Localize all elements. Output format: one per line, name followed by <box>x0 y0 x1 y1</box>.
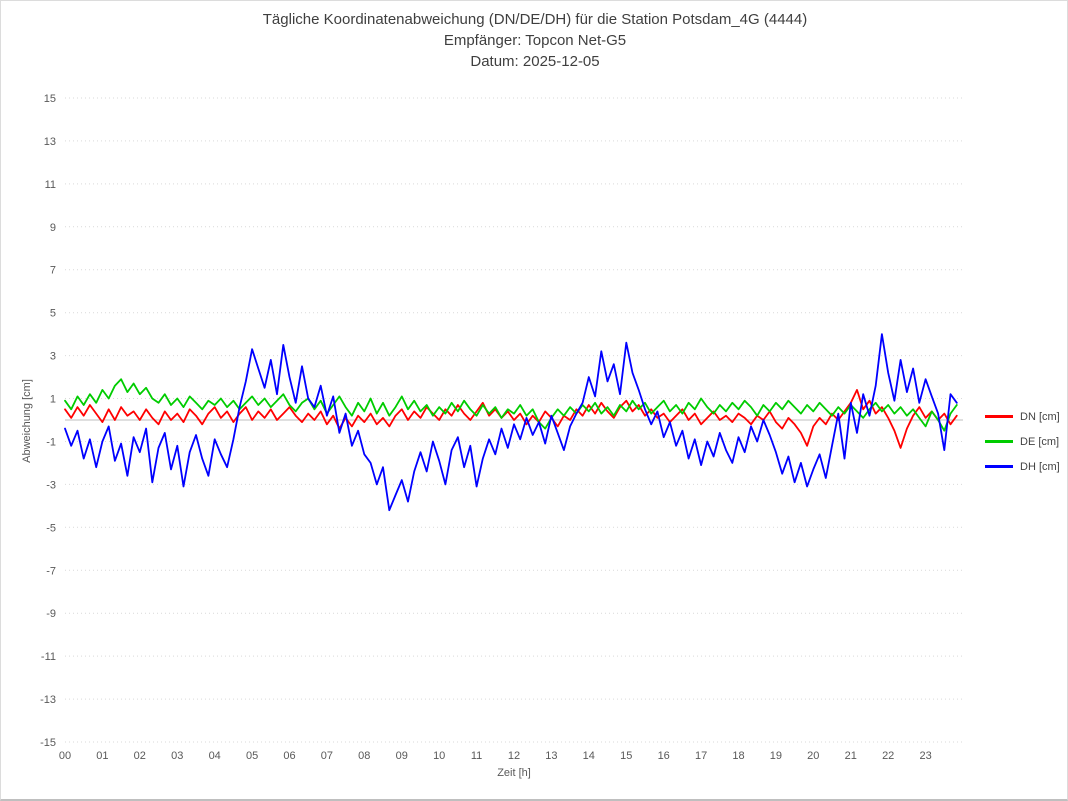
x-tick-label: 19 <box>770 750 782 762</box>
x-tick-label: 21 <box>845 750 857 762</box>
legend-line-sample-dn <box>985 415 1013 418</box>
series-line-dn <box>64 388 958 449</box>
y-tick-label: 7 <box>50 265 56 277</box>
series-line-de <box>64 378 958 432</box>
x-tick-label: 09 <box>396 750 408 762</box>
legend-label-dh: DH [cm] <box>1020 460 1060 473</box>
y-tick-label: 3 <box>50 351 56 363</box>
y-tick-label: -15 <box>40 737 56 749</box>
legend-label-dn: DN [cm] <box>1020 410 1060 423</box>
legend-item-dn: DN [cm] <box>985 404 1060 429</box>
x-tick-label: 15 <box>620 750 632 762</box>
x-tick-label: 17 <box>695 750 707 762</box>
x-tick-label: 03 <box>171 750 183 762</box>
y-tick-label: 1 <box>50 394 56 406</box>
y-tick-label: -3 <box>46 479 56 491</box>
x-tick-label: 16 <box>658 750 670 762</box>
series-line-dh <box>64 333 958 512</box>
y-axis-title: Abweichung [cm] <box>21 379 33 463</box>
y-tick-label: -9 <box>46 608 56 620</box>
legend-item-dh: DH [cm] <box>985 454 1060 479</box>
legend-line-sample-de <box>985 440 1013 443</box>
x-tick-label: 11 <box>471 750 482 762</box>
x-tick-label: 22 <box>882 750 894 762</box>
x-tick-label: 07 <box>321 750 333 762</box>
y-tick-label: 15 <box>44 93 56 105</box>
y-tick-label: 13 <box>44 136 56 148</box>
y-tick-label: -11 <box>41 651 56 663</box>
x-tick-label: 20 <box>807 750 819 762</box>
x-tick-label: 01 <box>96 750 108 762</box>
x-tick-label: 00 <box>59 750 71 762</box>
x-tick-label: 05 <box>246 750 258 762</box>
y-tick-label: -1 <box>46 437 56 449</box>
y-tick-label: 5 <box>50 308 56 320</box>
chart-subtitle-date: Datum: 2025-12-05 <box>470 53 600 70</box>
y-tick-label: -7 <box>46 565 56 577</box>
legend-label-de: DE [cm] <box>1020 435 1060 448</box>
legend: DN [cm] DE [cm] DH [cm] <box>985 404 1060 479</box>
chart-title: Tägliche Koordinatenabweichung (DN/DE/DH… <box>262 11 808 28</box>
x-tick-label: 23 <box>919 750 931 762</box>
x-tick-label: 18 <box>732 750 744 762</box>
y-tick-label: -5 <box>46 522 56 534</box>
y-tick-label: -13 <box>40 694 56 706</box>
x-axis-title: Zeit [h] <box>497 767 531 779</box>
x-tick-label: 13 <box>545 750 557 762</box>
y-tick-label: 11 <box>45 179 56 191</box>
x-tick-label: 02 <box>134 750 146 762</box>
x-tick-label: 12 <box>508 750 520 762</box>
legend-item-de: DE [cm] <box>985 429 1060 454</box>
legend-line-sample-dh <box>985 465 1013 468</box>
x-tick-label: 14 <box>583 750 595 762</box>
x-tick-label: 04 <box>209 750 221 762</box>
x-tick-label: 06 <box>283 750 295 762</box>
x-tick-label: 08 <box>358 750 370 762</box>
x-tick-label: 10 <box>433 750 445 762</box>
y-tick-label: 9 <box>50 222 56 234</box>
chart-subtitle-receiver: Empfänger: Topcon Net-G5 <box>443 32 627 49</box>
